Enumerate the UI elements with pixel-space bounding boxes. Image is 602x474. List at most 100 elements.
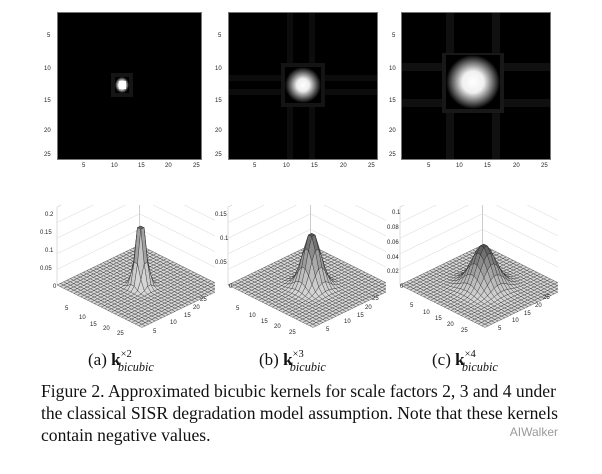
surface-cell xyxy=(138,324,146,328)
surface-b-ztick: 0 xyxy=(229,284,233,290)
heatmap-c xyxy=(401,12,551,160)
surface-a-right-tick: 25 xyxy=(200,297,207,303)
surface-gridline xyxy=(56,205,215,223)
surface-b-right-tick: 5 xyxy=(326,327,330,333)
subcaption-c-sub: bicubic xyxy=(461,359,498,374)
surface-b-right-tick: 20 xyxy=(365,305,372,311)
surface-b-left-tick: 5 xyxy=(236,306,240,312)
heatmap-c-ytick: 10 xyxy=(389,66,396,72)
watermark: AIWalker xyxy=(509,425,558,439)
surface-c-ztick: 0.1 xyxy=(392,210,401,216)
subcaption-b-sub: bicubic xyxy=(289,359,326,374)
surface-plot-b xyxy=(227,205,386,328)
surface-gridline xyxy=(56,205,215,239)
surface-b-left-tick: 20 xyxy=(274,324,281,330)
heatmap-c-ytick: 20 xyxy=(389,128,396,134)
surface-b-right-tick: 25 xyxy=(372,296,379,302)
surface-a-left-tick: 15 xyxy=(90,322,97,328)
surface-a-ztick: 0 xyxy=(53,284,57,290)
heatmap-a-ytick: 25 xyxy=(44,152,51,158)
figure-caption: Figure 2. Approximated bicubic kernels f… xyxy=(41,381,558,445)
surface-a-left-tick: 10 xyxy=(79,315,86,321)
heatmap-b-xtick: 20 xyxy=(340,163,347,169)
surface-a-ztick: 0.1 xyxy=(45,248,54,254)
surface-c-ztick: 0 xyxy=(400,284,404,290)
heatmap-a-ytick: 15 xyxy=(44,98,51,104)
surface-b-left-tick: 10 xyxy=(249,313,256,319)
heatmap-c-image xyxy=(402,13,550,159)
heatmap-b xyxy=(228,12,378,160)
subcaption-a-k: k xyxy=(111,350,121,369)
surface-a-right-tick: 20 xyxy=(193,305,200,311)
heatmap-b-ytick: 10 xyxy=(215,66,222,72)
surface-mesh xyxy=(227,232,386,328)
surface-c-left-tick: 20 xyxy=(447,322,454,328)
subcaption-b-k: k xyxy=(283,350,293,369)
heatmap-b-image xyxy=(229,13,377,159)
subcaption-b-prefix: (b) xyxy=(259,350,284,369)
surface-c-right-tick: 10 xyxy=(512,318,519,324)
surface-plot-a xyxy=(56,205,215,328)
surface-gridline xyxy=(227,229,386,270)
surface-a-left-tick: 5 xyxy=(65,306,69,312)
heatmap-a xyxy=(57,12,202,160)
heatmap-a-xtick: 10 xyxy=(111,163,118,169)
heatmap-b-xtick: 5 xyxy=(253,163,257,169)
surface-c-right-tick: 15 xyxy=(524,311,531,317)
surface-gridline xyxy=(399,213,558,255)
surface-c-ztick: 0.06 xyxy=(387,240,399,246)
heatmap-c-xtick: 20 xyxy=(513,163,520,169)
surface-b-ztick: 0.15 xyxy=(215,212,227,218)
surface-a-ztick: 0.2 xyxy=(45,212,54,218)
surface-plot-c xyxy=(399,205,558,328)
surface-gridline xyxy=(399,205,558,223)
heatmap-a-xtick: 20 xyxy=(165,163,172,169)
surface-a-left-tick: 25 xyxy=(117,331,124,337)
subcaption-c-k: k xyxy=(455,350,465,369)
heatmap-c-xtick: 25 xyxy=(541,163,548,169)
surface-a-right-tick: 5 xyxy=(153,329,157,335)
surface-c-ztick: 0.04 xyxy=(387,255,399,261)
heatmap-b-xtick: 15 xyxy=(311,163,318,169)
heatmap-b-ytick: 25 xyxy=(215,152,222,158)
subcaption-b-sup: ×3 xyxy=(292,348,304,360)
surface-b-ztick: 0.1 xyxy=(220,236,229,242)
surface-c-left-tick: 10 xyxy=(423,310,430,316)
heatmap-a-image xyxy=(58,13,201,159)
subcaption-a-sub: bicubic xyxy=(117,359,154,374)
surface-b-left-tick: 25 xyxy=(289,330,296,336)
heatmap-a-ytick: 20 xyxy=(44,128,51,134)
surface-c-left-tick: 25 xyxy=(461,328,468,334)
heatmap-a-ytick: 10 xyxy=(44,66,51,72)
subcaption-c-prefix: (c) xyxy=(432,350,456,369)
surface-cell xyxy=(481,324,489,328)
surface-c-left-tick: 15 xyxy=(435,316,442,322)
heatmap-b-xtick: 25 xyxy=(368,163,375,169)
heatmap-c-ytick: 5 xyxy=(392,33,396,39)
subcaption-a: (a) k×2bicubic xyxy=(88,349,154,374)
surface-c-ztick: 0.08 xyxy=(387,225,399,231)
subcaption-c: (c) k×4bicubic xyxy=(432,348,498,374)
heatmap-a-xtick: 15 xyxy=(138,163,145,169)
surface-a-right-tick: 15 xyxy=(184,313,191,319)
heatmap-c-ytick: 25 xyxy=(389,152,396,158)
surface-c-right-tick: 20 xyxy=(535,303,542,309)
surface-a-left-tick: 20 xyxy=(103,326,110,332)
surface-mesh xyxy=(399,243,558,328)
surface-gridline xyxy=(227,205,386,239)
surface-gridline xyxy=(399,229,558,270)
surface-gridline xyxy=(227,213,386,255)
heatmap-a-ytick: 5 xyxy=(47,33,51,39)
surface-c-right-tick: 5 xyxy=(498,326,502,332)
surface-a-ztick: 0.15 xyxy=(40,230,52,236)
surface-a-right-tick: 10 xyxy=(170,320,177,326)
heatmap-b-ytick: 15 xyxy=(215,98,222,104)
surface-c-left-tick: 5 xyxy=(410,303,414,309)
surface-a-ztick: 0.05 xyxy=(40,266,52,272)
subcaption-c-sup: ×4 xyxy=(464,348,476,360)
surface-gridline xyxy=(399,205,558,239)
subcaption-a-prefix: (a) xyxy=(88,350,112,369)
heatmap-c-xtick: 15 xyxy=(484,163,491,169)
heatmap-a-xtick: 25 xyxy=(193,163,200,169)
heatmap-a-xtick: 5 xyxy=(82,163,86,169)
